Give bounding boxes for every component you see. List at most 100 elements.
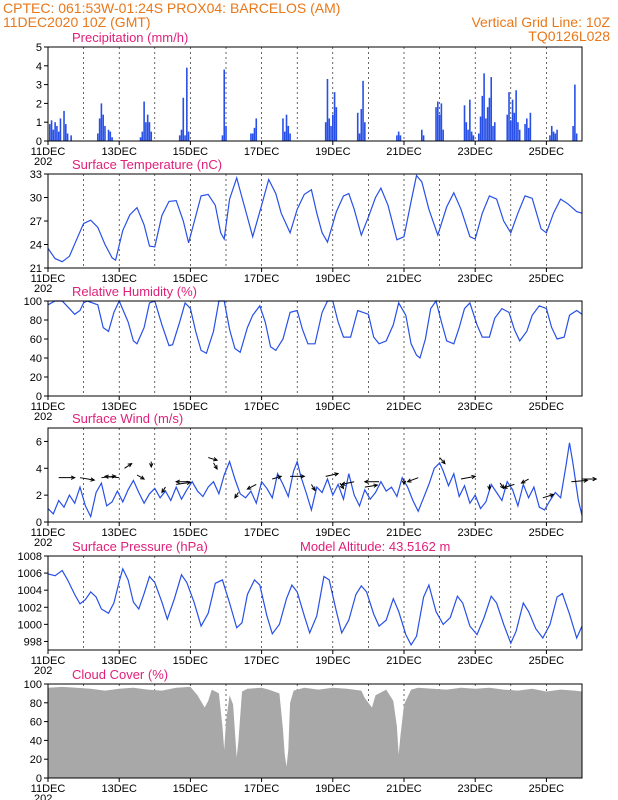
- precip-bar: [508, 92, 510, 141]
- precip-bar: [335, 107, 338, 141]
- precip-bar: [467, 129, 469, 141]
- x-tick-label: 25DEC: [529, 273, 565, 285]
- wind-arrow-shaft: [124, 463, 132, 469]
- wind-arrow: [401, 479, 407, 486]
- precip-bar: [421, 129, 423, 141]
- precip-bar: [109, 131, 112, 141]
- precip-bar: [104, 125, 106, 141]
- x-tick-label: 25DEC: [529, 401, 565, 413]
- x-tick-label: 15DEC: [173, 146, 209, 158]
- wind-arrow-head: [90, 477, 96, 482]
- wind-arrow: [272, 475, 283, 480]
- y-tick-label: 60: [30, 717, 42, 729]
- precip-bar: [469, 99, 471, 141]
- precip-bar: [282, 118, 284, 141]
- y-tick-label: 1006: [18, 568, 42, 580]
- x-tick-label: 13DEC: [101, 655, 137, 667]
- precip-bar: [492, 125, 494, 141]
- precip-bar: [255, 118, 258, 141]
- precip-bar: [399, 135, 402, 141]
- y-tick-label: 24: [30, 240, 42, 252]
- wind-arrow-shaft: [542, 493, 554, 499]
- precip-bar: [146, 114, 149, 141]
- x-tick-label: 15DEC: [173, 527, 209, 539]
- precip-bar: [184, 135, 186, 141]
- precip-bar: [422, 135, 425, 141]
- wind-arrow-head: [502, 484, 508, 489]
- precip-bar: [187, 131, 190, 141]
- wind-arrow-shaft: [213, 462, 218, 470]
- x-tick-label: 13DEC: [101, 146, 137, 158]
- precip-bar: [50, 120, 53, 141]
- y-tick-label: 998: [24, 636, 42, 648]
- wind-arrow-shaft: [176, 481, 191, 485]
- precip-bar: [139, 137, 142, 141]
- precip-bar: [574, 84, 576, 141]
- y-tick-label: 1008: [18, 551, 42, 563]
- wind-arrow-head: [127, 462, 133, 468]
- wind-arrow: [290, 474, 306, 479]
- x-tick-label: 13DEC: [101, 783, 137, 795]
- wind-arrow: [208, 457, 219, 462]
- wind-arrow-head: [549, 493, 555, 498]
- precip-bar: [102, 114, 104, 141]
- precip-bar: [100, 103, 103, 141]
- precip-bar: [490, 77, 493, 141]
- wind-arrow: [136, 474, 146, 480]
- x-tick-label: 13DEC: [101, 527, 137, 539]
- precip-bar: [223, 69, 226, 141]
- wind-arrow: [246, 483, 257, 490]
- wind-arrow-head: [161, 488, 166, 494]
- x-tick-label: 21DEC: [386, 655, 422, 667]
- panel-frame: [47, 427, 583, 523]
- precip-bar: [437, 101, 439, 141]
- wind-arrow: [311, 484, 316, 492]
- y-tick-label: 0: [36, 773, 42, 785]
- wind-arrow-head: [441, 459, 446, 465]
- wind-arrow-head: [339, 484, 345, 490]
- wind-arrow-shaft: [341, 481, 355, 485]
- precip-bar: [143, 101, 145, 141]
- y-tick-label: 5: [36, 42, 42, 54]
- x-year-label: 202: [34, 793, 52, 800]
- panel-surface-pressure: 998 1000 1002 1004 1006 1008 11DEC 13DEC 15DEC 17…: [18, 539, 583, 677]
- precip-bar: [511, 99, 514, 141]
- precip-bar: [287, 125, 290, 141]
- precip-bar: [333, 92, 336, 141]
- precip-bar: [527, 127, 530, 141]
- surface-temperature-title: Surface Temperature (nC): [72, 157, 222, 172]
- y-tick-label: 4: [36, 61, 42, 73]
- x-tick-label: 23DEC: [457, 655, 493, 667]
- y-tick-label: 1004: [18, 585, 42, 597]
- precip-bar: [440, 103, 443, 141]
- y-tick-label: 1: [36, 117, 42, 129]
- panel-surface-wind: 0 2 4 6 11DEC 13DEC 15DEC 17DEC 19DEC 21DEC 23DEC 2…: [31, 411, 598, 549]
- precip-bar: [178, 135, 181, 141]
- x-tick-label: 19DEC: [315, 783, 351, 795]
- y-tick-label: 40: [30, 735, 42, 747]
- wind-arrow: [79, 477, 96, 482]
- x-tick-label: 11DEC: [31, 527, 66, 539]
- precip-bar: [463, 105, 466, 141]
- precip-bar: [225, 125, 227, 141]
- wind-arrow-shaft: [364, 484, 378, 488]
- precip-bar: [328, 118, 331, 141]
- precip-bar: [283, 131, 286, 141]
- x-year-label: 202: [34, 283, 52, 295]
- x-tick-label: 21DEC: [386, 401, 422, 413]
- precip-bar: [518, 129, 521, 141]
- wind-arrow: [340, 481, 355, 486]
- precip-bar: [59, 118, 62, 141]
- panel-frame: [47, 555, 583, 651]
- y-tick-label: 27: [30, 216, 42, 228]
- wind-arrow: [487, 484, 492, 491]
- model-altitude-label: Model Altitude: 43.5162 m: [300, 539, 450, 554]
- y-tick-label: 33: [30, 169, 42, 181]
- precip-bar: [470, 131, 473, 141]
- x-tick-label: 19DEC: [315, 146, 351, 158]
- wind-arrow: [439, 457, 446, 465]
- wind-arrow: [499, 482, 505, 490]
- precip-bar: [52, 129, 55, 141]
- wind-arrow: [161, 486, 166, 494]
- panel-frame: [47, 173, 583, 269]
